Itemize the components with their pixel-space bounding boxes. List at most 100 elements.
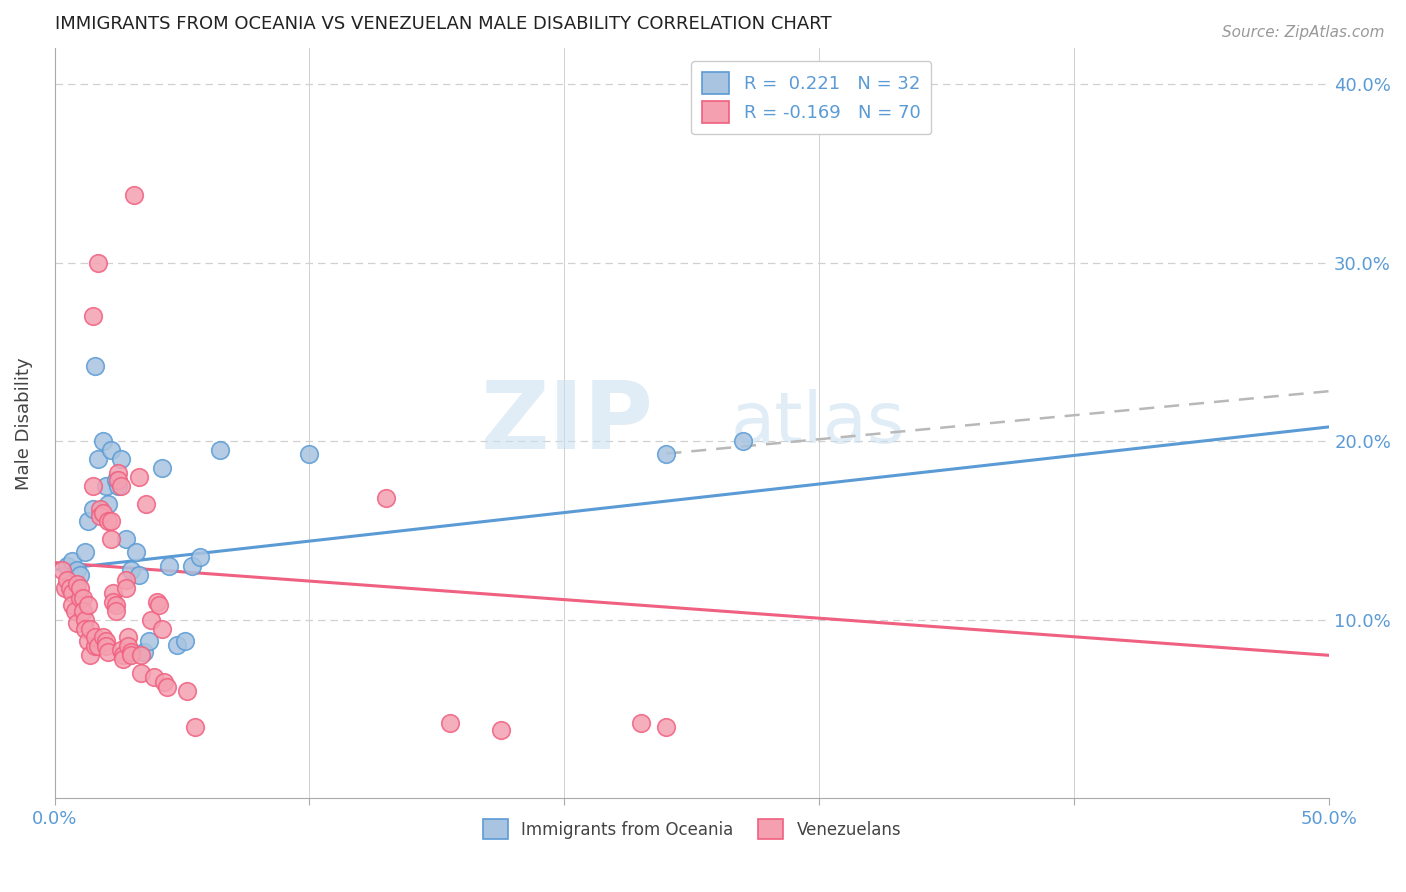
Point <box>150 622 173 636</box>
Text: IMMIGRANTS FROM OCEANIA VS VENEZUELAN MALE DISABILITY CORRELATION CHART: IMMIGRANTS FROM OCEANIA VS VENEZUELAN MA… <box>55 15 831 33</box>
Point <box>82 309 104 323</box>
Point <box>66 577 89 591</box>
Point <box>75 622 97 636</box>
Point <box>75 613 97 627</box>
Point <box>79 622 101 636</box>
Point <box>63 604 86 618</box>
Point <box>72 591 94 606</box>
Point <box>97 645 120 659</box>
Point <box>375 491 398 506</box>
Point <box>84 640 107 654</box>
Point <box>112 648 135 663</box>
Point <box>125 545 148 559</box>
Point <box>101 586 124 600</box>
Point <box>120 563 142 577</box>
Point <box>166 638 188 652</box>
Legend: Immigrants from Oceania, Venezuelans: Immigrants from Oceania, Venezuelans <box>477 813 908 846</box>
Text: atlas: atlas <box>730 389 904 458</box>
Point <box>128 568 150 582</box>
Point <box>94 640 117 654</box>
Point <box>76 515 98 529</box>
Point <box>97 515 120 529</box>
Point <box>91 506 114 520</box>
Point <box>176 684 198 698</box>
Point <box>135 497 157 511</box>
Point <box>143 670 166 684</box>
Point <box>59 581 82 595</box>
Point <box>128 470 150 484</box>
Point <box>110 479 132 493</box>
Point <box>145 595 167 609</box>
Point <box>82 479 104 493</box>
Point <box>53 581 76 595</box>
Point <box>184 720 207 734</box>
Point <box>100 533 122 547</box>
Point <box>107 467 129 481</box>
Text: Source: ZipAtlas.com: Source: ZipAtlas.com <box>1222 25 1385 40</box>
Point <box>156 681 179 695</box>
Point <box>655 447 678 461</box>
Point <box>51 563 73 577</box>
Point <box>66 616 89 631</box>
Point <box>60 586 83 600</box>
Point <box>104 604 127 618</box>
Point <box>84 359 107 374</box>
Point <box>110 452 132 467</box>
Point <box>148 599 170 613</box>
Point <box>138 634 160 648</box>
Point <box>91 631 114 645</box>
Point <box>104 599 127 613</box>
Point <box>115 533 138 547</box>
Point <box>489 723 512 738</box>
Point <box>101 595 124 609</box>
Point <box>82 502 104 516</box>
Point <box>89 502 111 516</box>
Point <box>76 634 98 648</box>
Point <box>115 581 138 595</box>
Y-axis label: Male Disability: Male Disability <box>15 357 32 490</box>
Point <box>120 645 142 659</box>
Point <box>298 447 321 461</box>
Point <box>122 187 145 202</box>
Point <box>117 631 139 645</box>
Point <box>66 563 89 577</box>
Point <box>141 613 163 627</box>
Point <box>630 716 652 731</box>
Point <box>75 545 97 559</box>
Point <box>56 559 79 574</box>
Point <box>69 581 91 595</box>
Point <box>100 515 122 529</box>
Point <box>120 648 142 663</box>
Point <box>188 550 211 565</box>
Point <box>69 568 91 582</box>
Point <box>132 645 155 659</box>
Point <box>56 574 79 588</box>
Point <box>76 599 98 613</box>
Point <box>104 474 127 488</box>
Point <box>89 509 111 524</box>
Point <box>87 452 110 467</box>
Point <box>209 443 232 458</box>
Point <box>112 652 135 666</box>
Point <box>100 443 122 458</box>
Point <box>153 675 176 690</box>
Point <box>79 648 101 663</box>
Point <box>439 716 461 731</box>
Point <box>129 648 152 663</box>
Point <box>60 599 83 613</box>
Point <box>115 574 138 588</box>
Point <box>107 474 129 488</box>
Point <box>97 497 120 511</box>
Point <box>94 634 117 648</box>
Point <box>110 643 132 657</box>
Point <box>117 640 139 654</box>
Point <box>94 479 117 493</box>
Text: ZIP: ZIP <box>481 377 654 469</box>
Point <box>84 631 107 645</box>
Point <box>87 640 110 654</box>
Point <box>157 559 180 574</box>
Point <box>107 479 129 493</box>
Point <box>72 604 94 618</box>
Point <box>129 666 152 681</box>
Point <box>91 434 114 449</box>
